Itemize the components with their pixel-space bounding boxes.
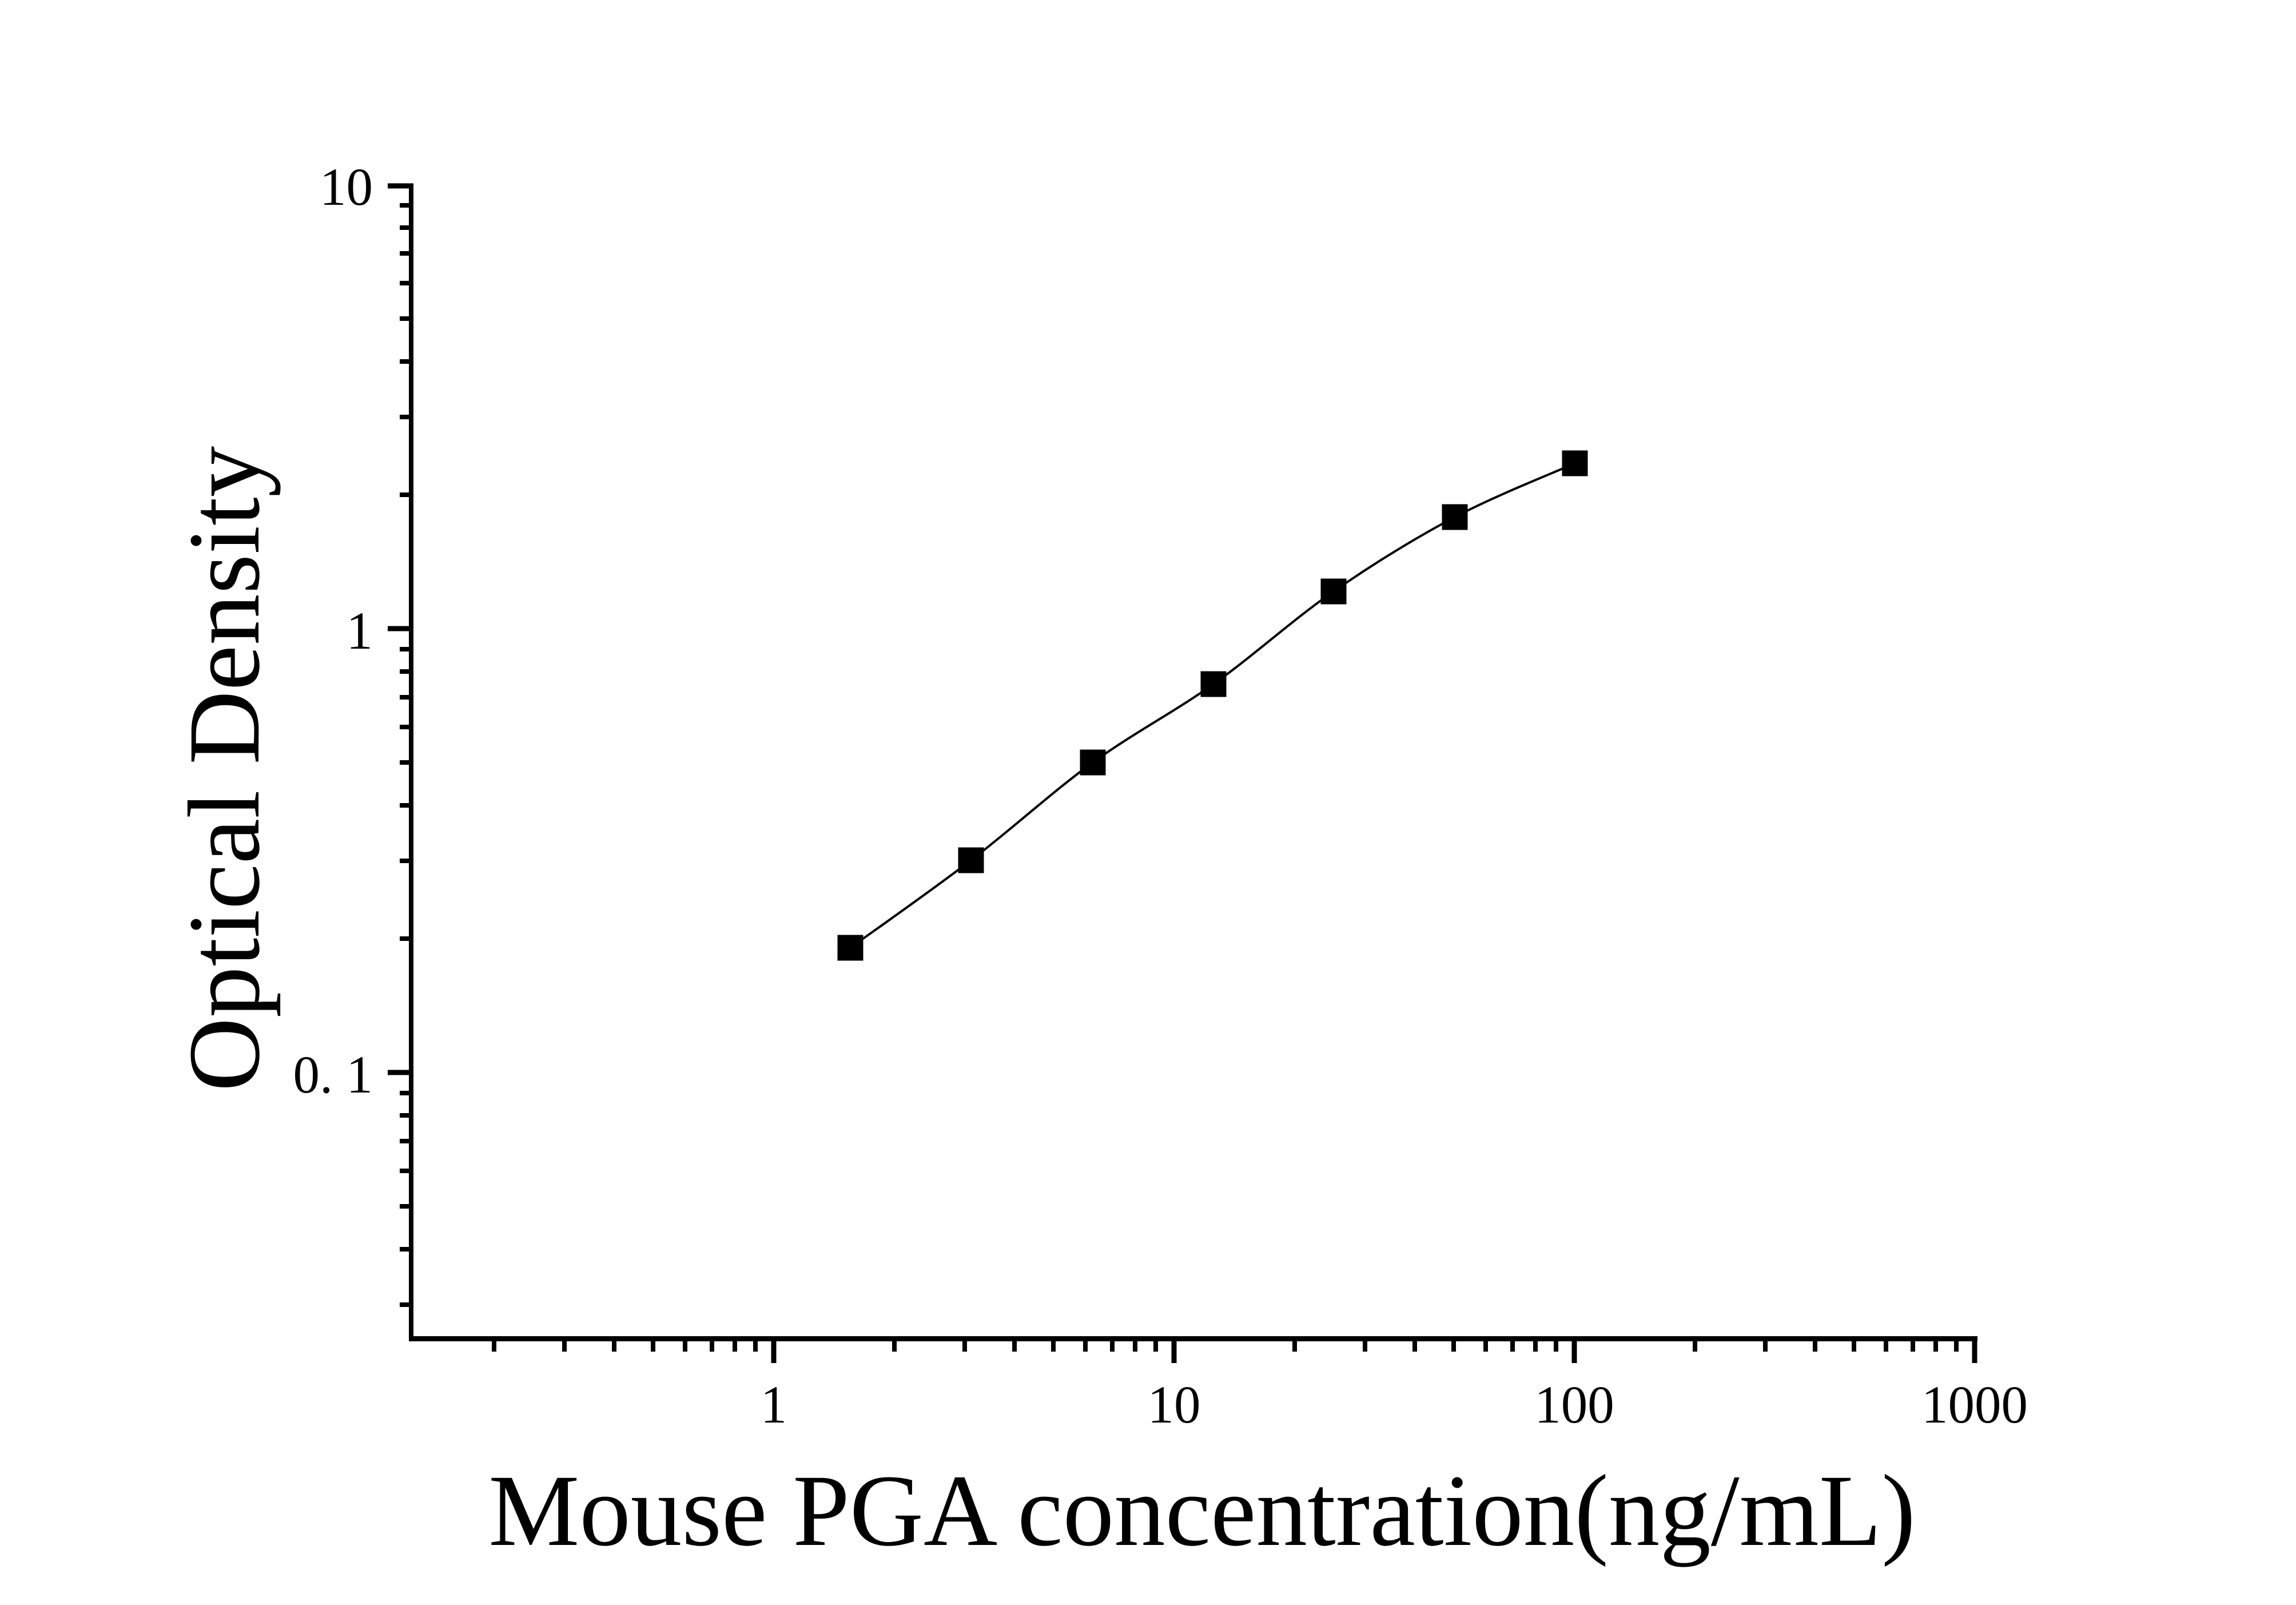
svg-text:1000: 1000	[1921, 1376, 2028, 1435]
svg-text:1: 1	[761, 1376, 787, 1435]
svg-text:0. 1: 0. 1	[293, 1046, 373, 1105]
svg-text:100: 100	[1534, 1376, 1614, 1435]
svg-text:10: 10	[1148, 1376, 1201, 1435]
svg-text:1: 1	[347, 602, 373, 661]
svg-text:Optical Density: Optical Density	[167, 446, 281, 1091]
svg-text:Mouse PGA concentration(ng/mL): Mouse PGA concentration(ng/mL)	[488, 1453, 1916, 1567]
svg-text:10: 10	[320, 158, 373, 217]
